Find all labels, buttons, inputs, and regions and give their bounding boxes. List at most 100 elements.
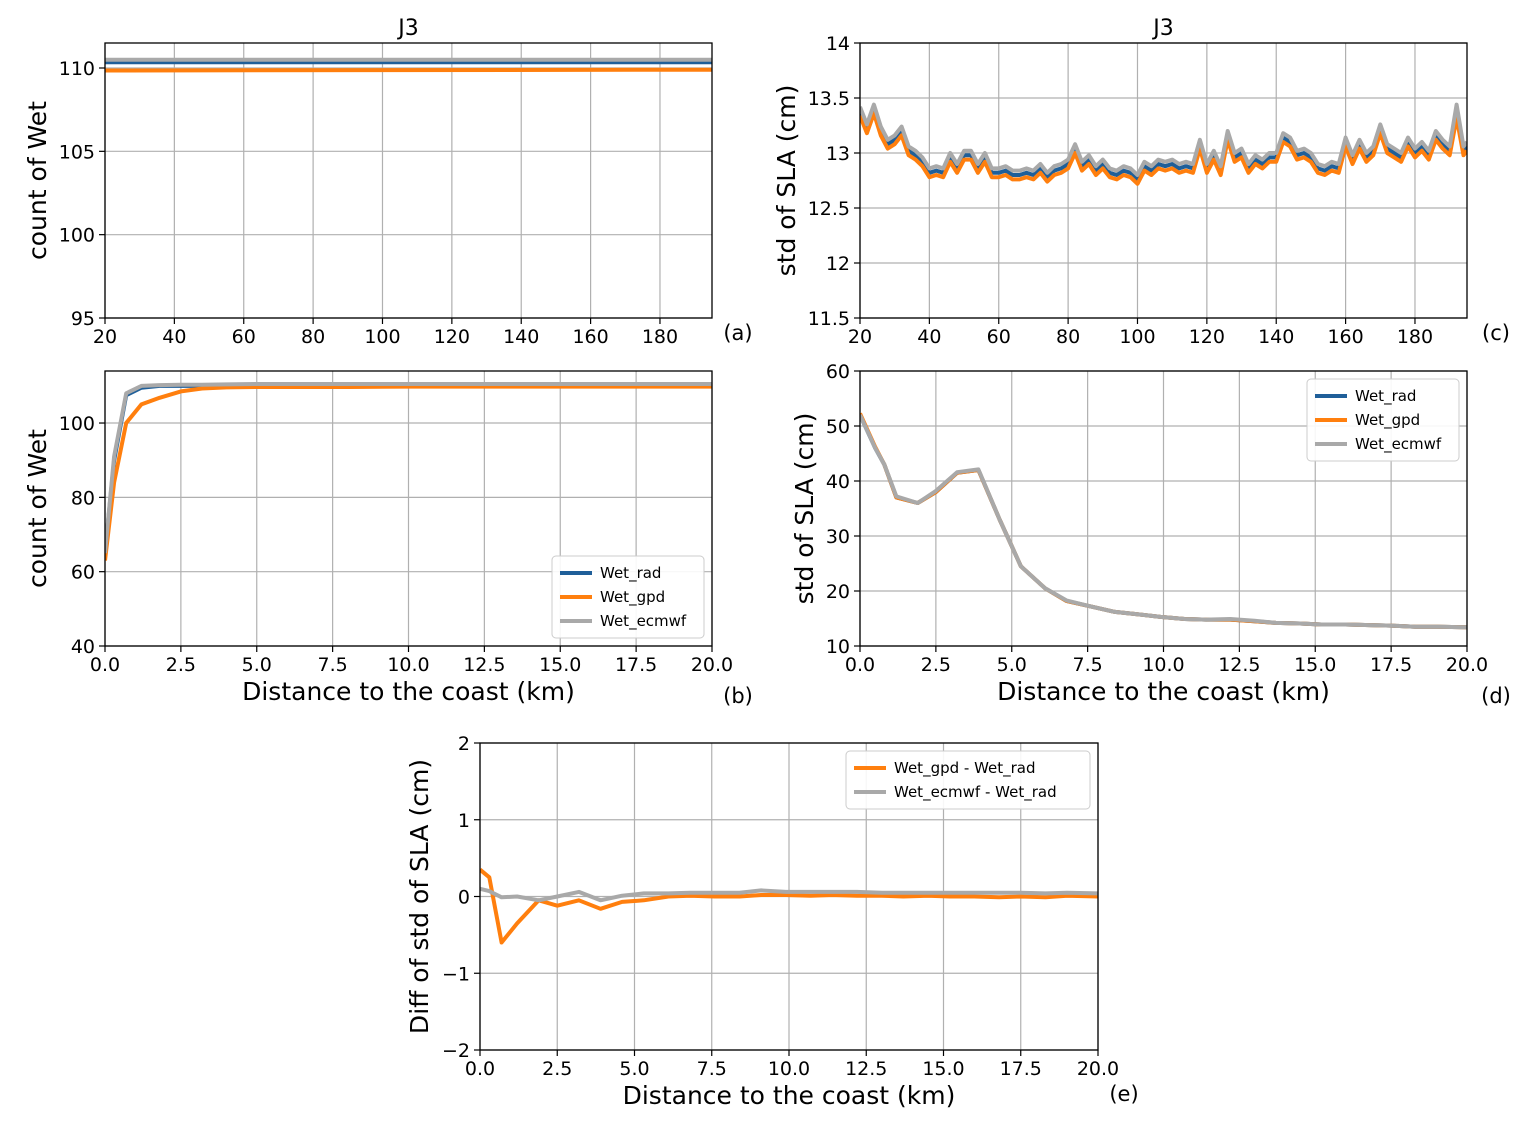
- x-tick-label: 80: [1056, 326, 1080, 348]
- x-tick-label: 20.0: [1446, 654, 1488, 676]
- series-line-wet-ecmwf: [860, 102, 1467, 177]
- x-tick-label: 80: [301, 326, 325, 348]
- y-tick-label: 95: [71, 308, 95, 330]
- legend-label: Wet_gpd: [1355, 411, 1420, 430]
- x-tick-label: 0.0: [90, 654, 120, 676]
- y-tick-label: −2: [442, 1040, 470, 1062]
- series-line-wet-gpd: [105, 384, 712, 561]
- panel-label: (d): [1481, 684, 1511, 708]
- x-tick-label: 120: [434, 326, 470, 348]
- panel-d: 0.0 2.5 5.0 7.5 10.0 12.5 15.0 17.5 20.0 10 20 30 40…: [790, 361, 1511, 708]
- y-axis-label: count of Wet: [23, 101, 52, 260]
- y-tick-label: 80: [71, 487, 95, 509]
- x-tick-label: 17.5: [1370, 654, 1412, 676]
- x-axis-label: Distance to the coast (km): [623, 1081, 956, 1110]
- x-tick-label: 15.0: [922, 1058, 964, 1080]
- x-tick-label: 100: [1119, 326, 1155, 348]
- x-tick-label: 17.5: [615, 654, 657, 676]
- legend-label: Wet_ecmwf: [1355, 435, 1442, 454]
- panel-b: 0.0 2.5 5.0 7.5 10.0 12.5 15.0 17.5 20.0 40 60 80 10…: [23, 370, 753, 708]
- x-tick-label: 15.0: [539, 654, 581, 676]
- x-tick-label: 5.0: [242, 654, 272, 676]
- x-tick-label: 2.5: [542, 1058, 572, 1080]
- y-tick-label: 2: [458, 733, 470, 755]
- axes-frame: [104, 42, 713, 319]
- legend-label: Wet_ecmwf: [600, 612, 687, 631]
- y-axis-label: count of Wet: [23, 429, 52, 588]
- x-axis-label: Distance to the coast (km): [997, 677, 1330, 706]
- chart-title: J3: [396, 16, 419, 41]
- panel-label: (c): [1482, 321, 1510, 345]
- x-tick-label: 140: [1258, 326, 1294, 348]
- legend-label: Wet_ecmwf - Wet_rad: [894, 783, 1057, 802]
- panel-c: 20 40 60 80 100 120 140 160 180 11.5 12 12.5 13 13.5 1…: [772, 16, 1510, 348]
- legend-box: [1306, 378, 1460, 462]
- x-tick-label: 20.0: [1077, 1058, 1119, 1080]
- x-tick-label: 20: [93, 326, 117, 348]
- legend: Wet_gpd - Wet_rad Wet_ecmwf - Wet_rad: [845, 750, 1091, 810]
- x-tick-label: 5.0: [619, 1058, 649, 1080]
- y-tick-label: −1: [442, 963, 470, 985]
- x-tick-label: 0.0: [465, 1058, 495, 1080]
- legend-label: Wet_rad: [600, 564, 661, 583]
- y-tick-label: 100: [59, 413, 95, 435]
- legend-label: Wet_rad: [1355, 387, 1416, 406]
- series-line-wet-ecmwf-wet-rad: [480, 886, 1098, 903]
- x-axis-label: Distance to the coast (km): [242, 677, 575, 706]
- legend-label: Wet_gpd: [600, 588, 665, 607]
- series-line-wet-gpd-wet-rad: [480, 868, 1098, 945]
- y-axis-label: std of SLA (cm): [790, 413, 819, 605]
- x-tick-label: 10.0: [1142, 654, 1184, 676]
- series-line-wet-ecmwf: [860, 414, 1467, 630]
- x-tick-label: 40: [162, 326, 186, 348]
- x-tick-label: 60: [987, 326, 1011, 348]
- y-tick-label: 10: [826, 636, 850, 658]
- y-tick-label: 40: [71, 636, 95, 658]
- series-line-wet-gpd: [105, 67, 712, 73]
- x-tick-label: 160: [572, 326, 608, 348]
- y-tick-label: 30: [826, 526, 850, 548]
- series-line-wet-gpd: [860, 111, 1467, 186]
- x-tick-label: 10.0: [768, 1058, 810, 1080]
- x-tick-label: 140: [503, 326, 539, 348]
- y-tick-label: 110: [59, 58, 95, 80]
- legend-box: [551, 555, 705, 639]
- legend-box: [845, 750, 1091, 810]
- chart-title: J3: [1151, 16, 1174, 41]
- x-tick-label: 120: [1189, 326, 1225, 348]
- y-tick-label: 14: [826, 33, 850, 55]
- x-tick-label: 160: [1327, 326, 1363, 348]
- x-tick-label: 40: [917, 326, 941, 348]
- x-tick-label: 10.0: [387, 654, 429, 676]
- series-line-wet-ecmwf: [105, 382, 712, 554]
- x-tick-label: 15.0: [1294, 654, 1336, 676]
- x-tick-label: 7.5: [318, 654, 348, 676]
- y-tick-label: 13.5: [808, 88, 850, 110]
- y-tick-label: 0: [458, 887, 470, 909]
- y-tick-label: 105: [59, 141, 95, 163]
- y-tick-label: 1: [458, 810, 470, 832]
- x-tick-label: 17.5: [1000, 1058, 1042, 1080]
- y-tick-label: 60: [826, 361, 850, 383]
- x-tick-label: 100: [364, 326, 400, 348]
- y-axis-label: std of SLA (cm): [772, 85, 801, 277]
- x-tick-label: 12.5: [463, 654, 505, 676]
- x-tick-label: 2.5: [921, 654, 951, 676]
- x-tick-label: 20: [848, 326, 872, 348]
- panel-label: (e): [1109, 1082, 1138, 1106]
- y-tick-label: 13: [826, 143, 850, 165]
- y-tick-label: 20: [826, 581, 850, 603]
- x-tick-label: 180: [1397, 326, 1433, 348]
- y-tick-label: 100: [59, 225, 95, 247]
- legend: Wet_rad Wet_gpd Wet_ecmwf: [1306, 378, 1460, 462]
- y-axis-label: Diff of std of SLA (cm): [405, 759, 434, 1034]
- panel-label: (a): [723, 321, 752, 345]
- panel-e: 0.0 2.5 5.0 7.5 10.0 12.5 15.0 17.5 20.0 −2 −1 0 1 2 D…: [405, 733, 1139, 1110]
- x-tick-label: 7.5: [1073, 654, 1103, 676]
- x-tick-label: 60: [232, 326, 256, 348]
- x-tick-label: 5.0: [997, 654, 1027, 676]
- y-tick-label: 12.5: [808, 198, 850, 220]
- panel-label: (b): [723, 684, 753, 708]
- x-tick-label: 12.5: [1218, 654, 1260, 676]
- y-tick-label: 60: [71, 562, 95, 584]
